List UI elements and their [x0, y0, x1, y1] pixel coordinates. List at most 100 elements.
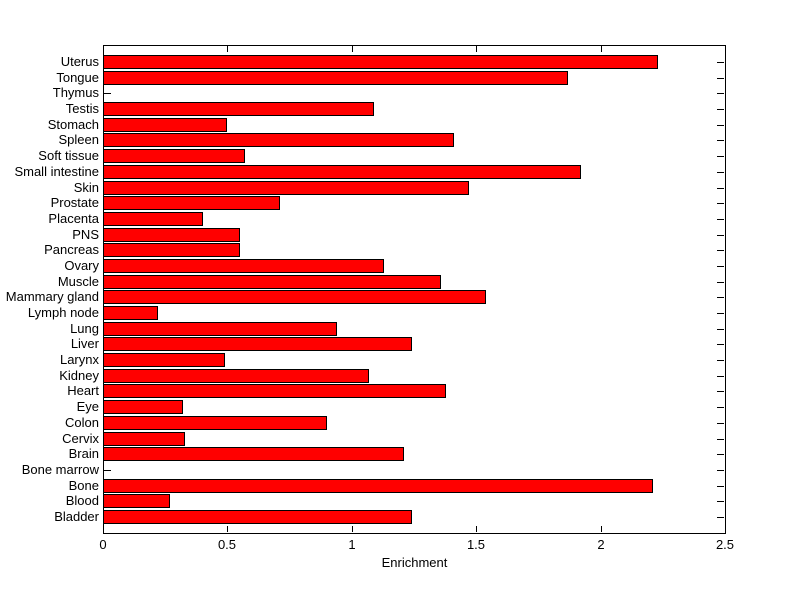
ytick-label-pancreas: Pancreas — [44, 242, 99, 257]
right-tick-pns — [717, 235, 724, 236]
ytick-label-larynx: Larynx — [59, 352, 99, 367]
bar-lung — [103, 322, 337, 336]
x-tick-top-0.5 — [227, 46, 228, 52]
bar-prostate — [103, 196, 280, 210]
bar-muscle — [103, 275, 441, 289]
x-tick-bottom-1 — [352, 526, 353, 532]
bar-placenta — [103, 212, 203, 226]
x-tick-bottom-2.5 — [725, 526, 726, 532]
bar-lymph-node — [103, 306, 158, 320]
ytick-label-blood: Blood — [65, 493, 99, 508]
bar-heart — [103, 384, 446, 398]
x-tick-top-2.5 — [725, 46, 726, 52]
x-axis-title: Enrichment — [381, 555, 448, 570]
bar-larynx — [103, 353, 225, 367]
right-tick-muscle — [717, 282, 724, 283]
ytick-label-placenta: Placenta — [48, 211, 99, 226]
ytick-label-cervix: Cervix — [62, 431, 99, 446]
x-tick-top-2 — [601, 46, 602, 52]
ytick-label-prostate: Prostate — [50, 195, 99, 210]
xtick-label-2.5: 2.5 — [715, 537, 735, 552]
xtick-label-1.5: 1.5 — [466, 537, 486, 552]
right-tick-bladder — [717, 517, 724, 518]
ytick-label-pns: PNS — [72, 227, 99, 242]
x-tick-bottom-1.5 — [476, 526, 477, 532]
ytick-label-spleen: Spleen — [58, 132, 99, 147]
bar-bladder — [103, 510, 412, 524]
x-tick-top-1.5 — [476, 46, 477, 52]
ytick-label-bone: Bone — [68, 478, 99, 493]
right-tick-placenta — [717, 219, 724, 220]
ytick-label-skin: Skin — [73, 180, 99, 195]
x-tick-bottom-2 — [601, 526, 602, 532]
bar-blood — [103, 494, 170, 508]
right-tick-spleen — [717, 140, 724, 141]
ytick-label-kidney: Kidney — [59, 368, 99, 383]
right-tick-thymus — [717, 93, 724, 94]
ytick-label-brain: Brain — [68, 446, 99, 461]
right-tick-kidney — [717, 376, 724, 377]
right-tick-skin — [717, 188, 724, 189]
right-tick-bone-marrow — [717, 470, 724, 471]
ytick-label-thymus: Thymus — [52, 85, 99, 100]
bar-uterus — [103, 55, 658, 69]
ytick-label-colon: Colon — [65, 415, 99, 430]
bar-brain — [103, 447, 404, 461]
ytick-label-bladder: Bladder — [54, 509, 99, 524]
right-tick-heart — [717, 391, 724, 392]
bar-skin — [103, 181, 469, 195]
right-tick-liver — [717, 344, 724, 345]
bar-pns — [103, 228, 240, 242]
right-tick-brain — [717, 454, 724, 455]
bar-eye — [103, 400, 183, 414]
x-tick-top-1 — [352, 46, 353, 52]
bar-small-intestine — [103, 165, 581, 179]
left-tick-thymus — [104, 93, 111, 94]
xtick-label-0: 0 — [99, 537, 107, 552]
right-tick-soft-tissue — [717, 156, 724, 157]
ytick-label-liver: Liver — [70, 336, 99, 351]
ytick-label-tongue: Tongue — [56, 70, 99, 85]
right-tick-testis — [717, 109, 724, 110]
ytick-label-eye: Eye — [76, 399, 99, 414]
bar-stomach — [103, 118, 227, 132]
ytick-label-soft-tissue: Soft tissue — [38, 148, 99, 163]
xtick-label-1: 1 — [348, 537, 356, 552]
xtick-label-2: 2 — [597, 537, 605, 552]
right-tick-pancreas — [717, 250, 724, 251]
x-tick-top-0 — [103, 46, 104, 52]
bar-soft-tissue — [103, 149, 245, 163]
bar-mammary-gland — [103, 290, 486, 304]
x-tick-bottom-0.5 — [227, 526, 228, 532]
bar-tongue — [103, 71, 568, 85]
right-tick-uterus — [717, 62, 724, 63]
ytick-label-ovary: Ovary — [64, 258, 99, 273]
ytick-label-small-intestine: Small intestine — [14, 164, 99, 179]
right-tick-colon — [717, 423, 724, 424]
ytick-label-heart: Heart — [67, 383, 99, 398]
right-tick-mammary-gland — [717, 297, 724, 298]
ytick-label-lymph-node: Lymph node — [27, 305, 99, 320]
right-tick-eye — [717, 407, 724, 408]
ytick-label-muscle: Muscle — [57, 274, 99, 289]
bar-bone — [103, 479, 653, 493]
bar-testis — [103, 102, 374, 116]
bar-pancreas — [103, 243, 240, 257]
left-tick-bone-marrow — [104, 470, 111, 471]
right-tick-blood — [717, 501, 724, 502]
right-tick-ovary — [717, 266, 724, 267]
bar-ovary — [103, 259, 384, 273]
ytick-label-mammary-gland: Mammary gland — [5, 289, 99, 304]
right-tick-prostate — [717, 203, 724, 204]
bar-cervix — [103, 432, 185, 446]
ytick-label-uterus: Uterus — [60, 54, 99, 69]
ytick-label-stomach: Stomach — [47, 117, 99, 132]
right-tick-lung — [717, 329, 724, 330]
bar-liver — [103, 337, 412, 351]
x-tick-bottom-0 — [103, 526, 104, 532]
right-tick-small-intestine — [717, 172, 724, 173]
right-tick-stomach — [717, 125, 724, 126]
bar-spleen — [103, 133, 454, 147]
right-tick-larynx — [717, 360, 724, 361]
